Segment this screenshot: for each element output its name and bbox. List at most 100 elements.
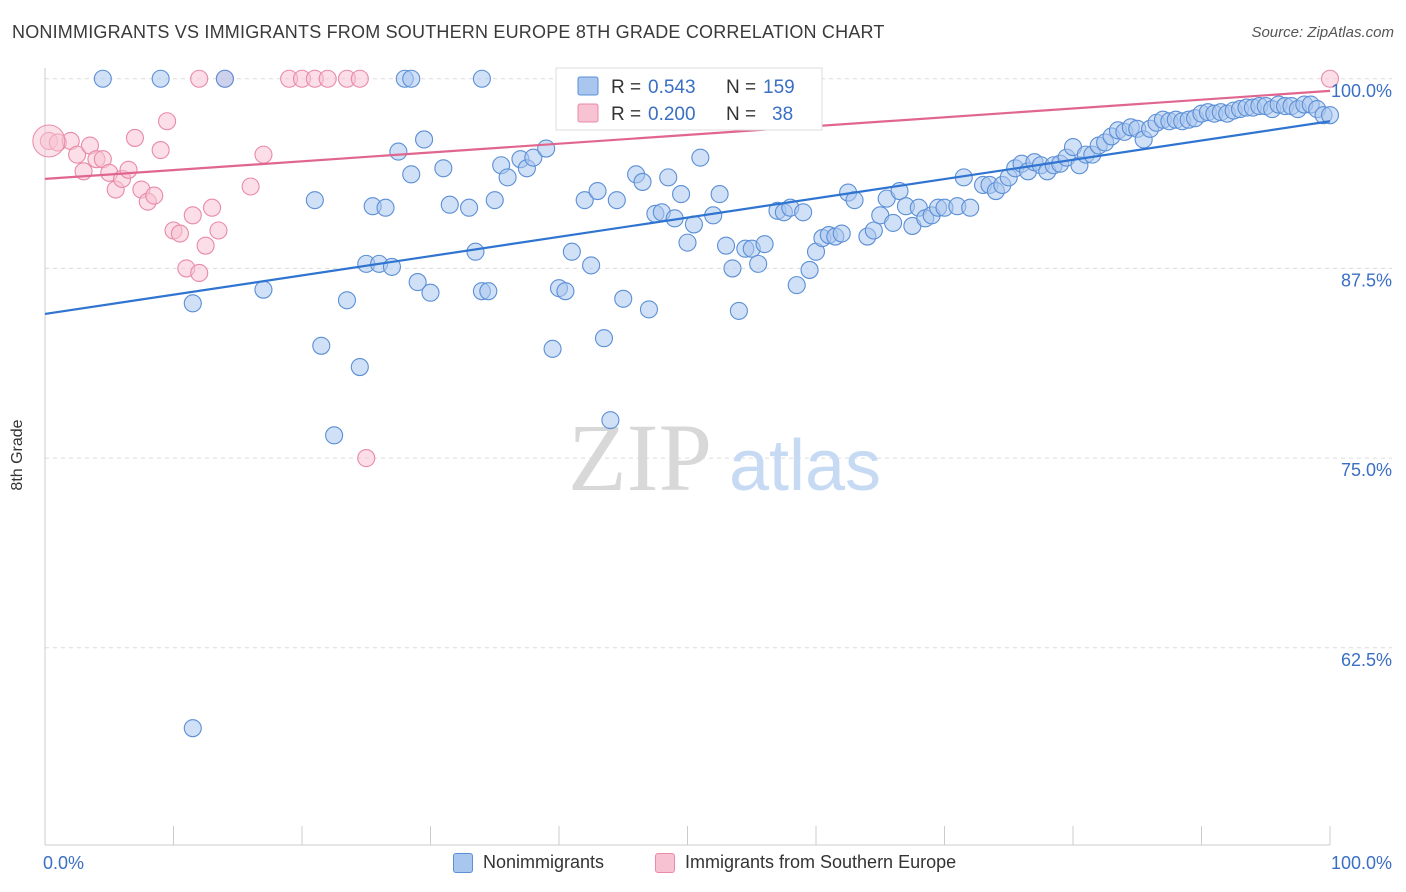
point-nonimmigrant-66 <box>749 254 768 273</box>
point-immigrant-11 <box>119 160 138 179</box>
point-nonimmigrant-85 <box>884 213 903 232</box>
point-nonimmigrant-78 <box>832 224 851 243</box>
point-nonimmigrant-30 <box>485 191 504 210</box>
point-nonimmigrant-47 <box>614 289 633 308</box>
point-nonimmigrant-23 <box>421 283 440 302</box>
legend-r-value-2: 0.200 <box>648 104 696 125</box>
chart-title: NONIMMIGRANTS VS IMMIGRANTS FROM SOUTHER… <box>12 22 885 42</box>
point-nonimmigrant-9 <box>305 191 324 210</box>
trend-line-1 <box>44 89 1331 180</box>
point-nonimmigrant-58 <box>691 148 710 167</box>
point-nonimmigrant-24 <box>434 159 453 178</box>
y-tick-label-0: 62.5% <box>1341 650 1392 670</box>
bottom-legend-label-nonimmigrants: Nonimmigrants <box>483 852 605 872</box>
point-immigrant-37 <box>1320 69 1340 88</box>
point-nonimmigrant-20 <box>402 165 421 184</box>
point-nonimmigrant-55 <box>672 185 691 204</box>
point-nonimmigrant-10 <box>312 336 331 355</box>
point-nonimmigrant-96 <box>961 198 980 217</box>
point-immigrant-22 <box>190 263 209 283</box>
point-nonimmigrant-42 <box>582 256 601 275</box>
legend-r-label-1: R = <box>611 77 641 98</box>
axes <box>44 68 1331 846</box>
point-nonimmigrant-7 <box>183 294 202 313</box>
point-immigrant-cluster <box>32 124 66 158</box>
point-immigrant-3 <box>68 145 87 164</box>
point-nonimmigrant-35 <box>524 148 543 167</box>
legend-n-label-2: N = <box>726 104 756 125</box>
point-nonimmigrant-26 <box>459 198 479 217</box>
point-nonimmigrant-21 <box>408 273 427 292</box>
point-nonimmigrant-41 <box>575 191 594 210</box>
point-nonimmigrant-25 <box>440 195 459 214</box>
point-nonimmigrant-67 <box>755 235 774 254</box>
bottom-legend-nonimmigrants: Nonimmigrants <box>453 852 604 873</box>
point-immigrant-24 <box>203 198 222 217</box>
point-nonimmigrant-49 <box>633 172 652 191</box>
point-nonimmigrant-12 <box>337 291 357 310</box>
x-tick-label-1: 100.0% <box>1331 853 1392 873</box>
point-nonimmigrant-39 <box>556 282 575 301</box>
point-nonimmigrant-56 <box>678 233 697 252</box>
point-immigrant-17 <box>158 112 177 131</box>
legend-box: R = 0.543 N = 159 R = 0.200 N = 38 <box>555 67 823 131</box>
point-nonimmigrant-82 <box>864 221 883 240</box>
series-nonimmigrants-points <box>93 69 1340 738</box>
point-nonimmigrant-0 <box>93 69 112 88</box>
point-immigrant-21 <box>183 206 202 225</box>
point-nonimmigrant-43 <box>588 181 607 201</box>
point-immigrant-27 <box>254 145 273 164</box>
point-immigrant-34 <box>357 449 376 468</box>
point-nonimmigrant-50 <box>639 300 659 319</box>
point-immigrant-16 <box>151 141 170 160</box>
point-nonimmigrant-44 <box>594 329 614 348</box>
legend-n-value-1: 159 <box>763 77 795 98</box>
point-nonimmigrant-72 <box>794 203 813 222</box>
bottom-legend-swatch-pink <box>655 852 675 873</box>
point-nonimmigrant-8 <box>254 280 273 299</box>
bottom-legend-swatch-blue <box>453 852 473 873</box>
point-nonimmigrant-2 <box>215 69 234 88</box>
trend-lines <box>44 89 1331 316</box>
watermark-atlas: atlas <box>729 426 881 506</box>
y-tick-label-1: 75.0% <box>1341 460 1392 480</box>
bottom-legend-immigrants: Immigrants from Southern Europe <box>655 852 956 873</box>
point-immigrant-26 <box>241 177 260 196</box>
y-tick-label-3: 100.0% <box>1331 81 1392 101</box>
tick-labels: 62.5% 75.0% 87.5% 100.0% 0.0% 100.0% <box>43 81 1392 873</box>
point-immigrant-25 <box>209 221 228 240</box>
point-nonimmigrant-61 <box>716 236 736 255</box>
point-immigrant-15 <box>145 186 164 205</box>
source-label: Source: ZipAtlas.com <box>1251 24 1394 41</box>
bottom-legend: Nonimmigrants Immigrants from Southern E… <box>0 852 1406 878</box>
point-nonimmigrant-37 <box>543 339 562 358</box>
point-immigrant-35 <box>190 69 209 88</box>
point-nonimmigrant-32 <box>498 168 517 187</box>
watermark-zip: ZIP <box>568 404 712 511</box>
x-tick-label-0: 0.0% <box>43 853 84 873</box>
point-nonimmigrant-1 <box>151 69 170 88</box>
point-nonimmigrant-17 <box>376 198 395 217</box>
point-immigrant-33 <box>350 69 369 88</box>
grid-lines <box>45 78 1392 649</box>
point-nonimmigrant-4 <box>402 69 421 88</box>
bottom-legend-label-immigrants: Immigrants from Southern Europe <box>685 852 957 872</box>
legend-swatch-blue <box>577 76 599 96</box>
point-nonimmigrant-22 <box>415 130 434 149</box>
point-nonimmigrant-60 <box>710 185 729 204</box>
point-nonimmigrant-53 <box>659 168 678 187</box>
legend-r-label-2: R = <box>611 104 641 125</box>
point-nonimmigrant-73 <box>800 260 819 279</box>
point-immigrant-12 <box>125 128 144 147</box>
point-nonimmigrant-29 <box>479 282 498 301</box>
y-tick-label-2: 87.5% <box>1341 270 1392 290</box>
series-immigrants-points <box>32 69 1340 468</box>
point-immigrant-23 <box>196 236 215 255</box>
legend-n-label-1: N = <box>726 77 756 98</box>
point-nonimmigrant-62 <box>723 259 742 278</box>
point-nonimmigrant-40 <box>562 242 581 261</box>
watermark: ZIP atlas <box>568 404 881 511</box>
trend-line-0 <box>44 120 1331 316</box>
point-nonimmigrant-19 <box>389 142 408 161</box>
legend-swatch-pink <box>577 103 599 123</box>
